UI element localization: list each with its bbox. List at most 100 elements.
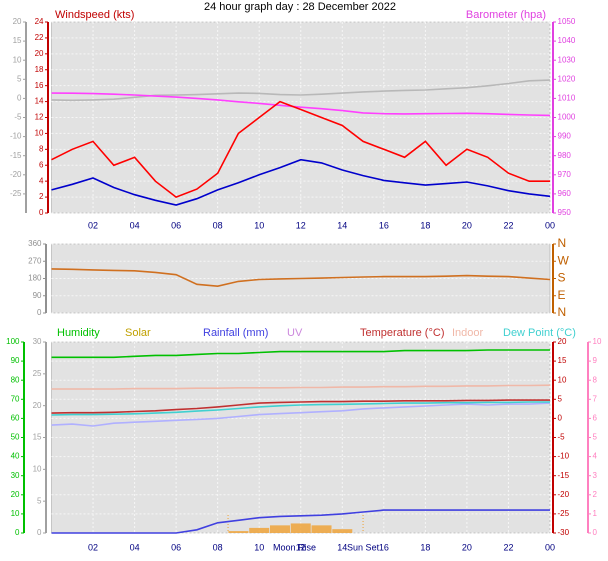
y-tick-label: 12: [35, 113, 44, 122]
y-tick-label: -25: [10, 189, 22, 198]
series-line: [51, 349, 550, 359]
y-tick-label: 90: [11, 356, 20, 365]
legend-label: Humidity: [57, 327, 100, 339]
x-tick-label: 20: [462, 220, 472, 230]
x-tick-label: 18: [420, 220, 430, 230]
y-tick-label: 70: [11, 394, 20, 403]
y-tick-label: 0: [39, 208, 44, 217]
y-tick-label: -10: [10, 132, 22, 141]
y-tick-label: 4: [593, 452, 598, 461]
y-tick-label: 20: [35, 49, 44, 58]
x-tick-label: 00: [545, 220, 555, 230]
y-tick-label: -15: [558, 471, 570, 480]
y-tick-label: 360: [28, 239, 42, 248]
legend-label: Dew Point (°C): [503, 327, 576, 339]
y-tick-label: 0: [37, 308, 42, 317]
series-line: [51, 158, 551, 206]
series-line: [51, 79, 551, 102]
y-tick-label: 270: [28, 256, 42, 265]
y-tick-label: 0: [37, 528, 42, 537]
y-tick-label: 0: [558, 414, 563, 423]
y-tick-label: 15: [13, 36, 22, 45]
y-tick-label: -20: [10, 170, 22, 179]
y-tick-label: 970: [558, 170, 572, 179]
y-tick-label: 1000: [558, 113, 576, 122]
y-tick-label: -5: [558, 433, 566, 442]
series-line: [51, 401, 550, 416]
annotation: Sun Set: [347, 542, 380, 552]
y-tick-label: 30: [11, 471, 20, 480]
x-tick-label: 00: [545, 542, 555, 552]
bar: [249, 527, 270, 533]
x-tick-label: 16: [379, 542, 389, 552]
x-tick-label: 12: [296, 220, 306, 230]
x-tick-label: 20: [462, 542, 472, 552]
y-tick-label: 100: [6, 337, 20, 346]
y-tick-label: 10: [13, 55, 22, 64]
legend-label: Rainfall (mm): [203, 327, 268, 339]
y-tick-label: W: [558, 253, 570, 267]
x-tick-label: 22: [503, 220, 513, 230]
x-tick-label: 10: [254, 542, 264, 552]
y-tick-label: 6: [39, 160, 44, 169]
chart-title: 24 hour graph day : 28 December 2022: [204, 1, 396, 13]
y-tick-label: 960: [558, 189, 572, 198]
y-tick-label: 10: [33, 464, 42, 473]
y-tick-label: 20: [11, 490, 20, 499]
y-tick-label: 22: [35, 33, 44, 42]
y-tick-label: 1050: [558, 17, 576, 26]
y-tick-label: 10: [11, 509, 20, 518]
y-tick-label: -10: [558, 452, 570, 461]
x-tick-label: 14: [337, 542, 347, 552]
y-tick-label: 30: [33, 337, 42, 346]
series-line: [51, 268, 551, 288]
y-tick-label: N: [558, 236, 567, 250]
y-tick-label: 2: [593, 490, 598, 499]
annotation: Moon Rise: [273, 542, 316, 552]
series-line: [51, 384, 551, 390]
y-tick-label: 990: [558, 132, 572, 141]
y-tick-label: 24: [35, 17, 44, 26]
y-tick-label: 20: [13, 17, 22, 26]
legend-label: Indoor: [452, 327, 484, 339]
y-tick-label: 1040: [558, 36, 576, 45]
y-tick-label: 0: [15, 528, 20, 537]
y-tick-label: 50: [11, 433, 20, 442]
y-tick-label: -25: [558, 509, 570, 518]
y-tick-label: 25: [33, 369, 42, 378]
y-tick-label: 60: [11, 414, 20, 423]
y-tick-label: 80: [11, 375, 20, 384]
y-tick-label: 3: [593, 471, 598, 480]
bar: [311, 525, 332, 533]
y-tick-label: 7: [593, 394, 598, 403]
series-line: [51, 92, 551, 117]
y-tick-label: 15: [33, 433, 42, 442]
y-tick-label: 980: [558, 151, 572, 160]
bar: [228, 531, 249, 533]
y-tick-label: 180: [28, 274, 42, 283]
x-tick-label: 02: [88, 542, 98, 552]
y-tick-label: 8: [39, 144, 44, 153]
y-tick-label: 8: [593, 375, 598, 384]
y-tick-label: 1: [593, 509, 598, 518]
x-tick-label: 18: [420, 542, 430, 552]
x-tick-label: 02: [88, 220, 98, 230]
x-tick-label: 04: [130, 220, 140, 230]
y-tick-label: 20: [33, 401, 42, 410]
y-tick-label: 14: [35, 97, 44, 106]
y-tick-label: 90: [33, 291, 42, 300]
x-tick-label: 12: [296, 542, 306, 552]
y-tick-label: 20: [558, 337, 567, 346]
y-tick-label: 5: [558, 394, 563, 403]
y-tick-label: 10: [35, 129, 44, 138]
y-tick-label: 16: [35, 81, 44, 90]
y-tick-label: 10: [558, 375, 567, 384]
y-tick-label: 9: [593, 356, 598, 365]
x-tick-label: 10: [254, 220, 264, 230]
bar: [290, 523, 311, 533]
x-tick-label: 06: [171, 220, 181, 230]
bar: [269, 525, 290, 533]
y-tick-label: 1010: [558, 94, 576, 103]
